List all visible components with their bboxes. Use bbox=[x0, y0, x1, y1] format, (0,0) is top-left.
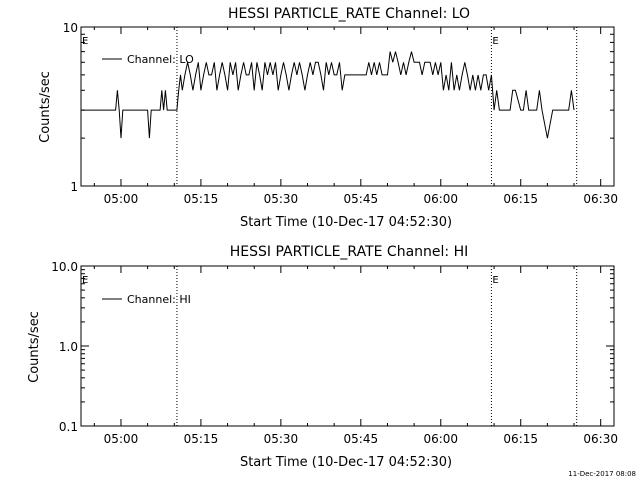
chart-panel-lo: HESSI PARTICLE_RATE Channel: LO Counts/s… bbox=[38, 6, 618, 230]
y-axis-label-lo: Counts/sec bbox=[38, 71, 53, 143]
x-tick-label: 05:30 bbox=[264, 432, 299, 446]
x-tick-label: 06:30 bbox=[583, 432, 618, 446]
event-marker-label: E bbox=[82, 275, 88, 286]
legend-label-hi: Channel: HI bbox=[127, 293, 191, 306]
event-marker-label: E bbox=[492, 36, 498, 47]
chart-title-lo: HESSI PARTICLE_RATE Channel: LO bbox=[228, 6, 470, 22]
plot-frame-lo bbox=[80, 26, 615, 187]
x-axis-label-lo: Start Time (10-Dec-17 04:52:30) bbox=[240, 215, 452, 230]
chart-panel-hi: HESSI PARTICLE_RATE Channel: HI Counts/s… bbox=[27, 244, 618, 470]
y-tick-label: 10 bbox=[63, 21, 78, 35]
legend-lo: Channel: LO bbox=[102, 53, 194, 66]
y-tick-label: 1 bbox=[70, 180, 78, 194]
x-tick-label: 06:00 bbox=[423, 432, 458, 446]
x-tick-label: 06:30 bbox=[583, 192, 618, 206]
event-marker-label: E bbox=[82, 36, 88, 47]
x-tick-label: 05:00 bbox=[104, 432, 139, 446]
x-axis-label-hi: Start Time (10-Dec-17 04:52:30) bbox=[240, 455, 452, 470]
x-tick-label: 05:15 bbox=[184, 432, 219, 446]
x-tick-label: 05:45 bbox=[344, 192, 379, 206]
x-tick-label: 05:45 bbox=[344, 432, 379, 446]
x-tick-label: 06:15 bbox=[503, 192, 538, 206]
footer-timestamp: 11-Dec-2017 08:08 bbox=[568, 470, 636, 478]
x-tick-label: 05:30 bbox=[264, 192, 299, 206]
x-tick-label: 05:15 bbox=[184, 192, 219, 206]
legend-label-lo: Channel: LO bbox=[127, 53, 194, 66]
legend-hi: Channel: HI bbox=[102, 293, 191, 306]
x-tick-label: 06:15 bbox=[503, 432, 538, 446]
chart-title-hi: HESSI PARTICLE_RATE Channel: HI bbox=[230, 244, 468, 260]
x-tick-label: 05:00 bbox=[104, 192, 139, 206]
x-tick-label: 06:00 bbox=[423, 192, 458, 206]
plot-frame-hi bbox=[80, 265, 615, 427]
series-line bbox=[81, 51, 575, 139]
y-axis-label-hi: Counts/sec bbox=[27, 311, 42, 383]
y-tick-label: 1.0 bbox=[59, 340, 78, 354]
event-marker-label: E bbox=[492, 275, 498, 286]
y-tick-label: 0.1 bbox=[59, 420, 78, 434]
y-tick-label: 10.0 bbox=[51, 260, 78, 274]
